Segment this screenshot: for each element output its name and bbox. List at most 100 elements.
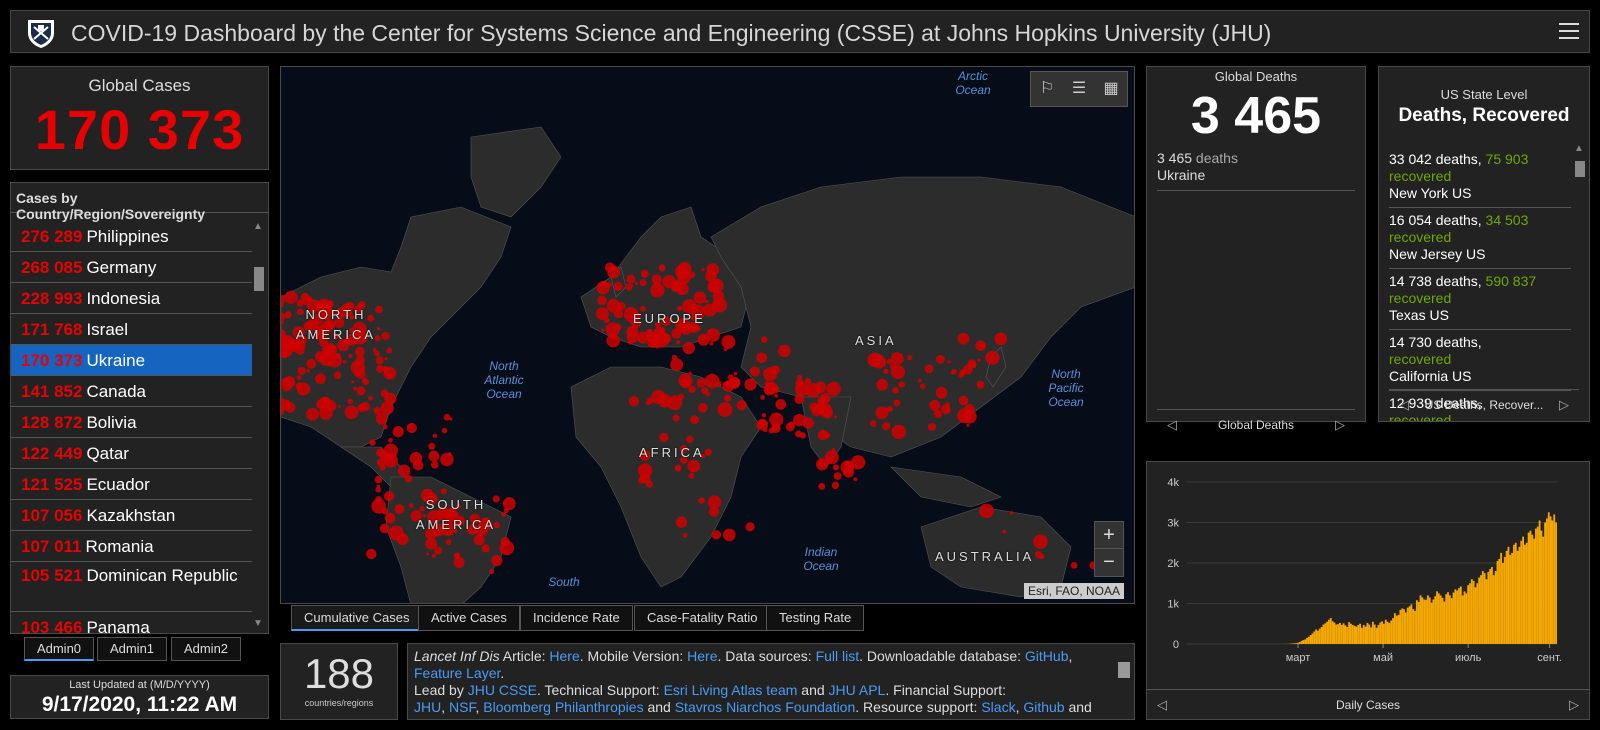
full-list-link[interactable]: Full list xyxy=(815,648,860,664)
case-dot[interactable] xyxy=(281,302,284,308)
daily-cases-bar[interactable] xyxy=(1432,599,1435,644)
case-dot[interactable] xyxy=(671,354,678,361)
case-dot[interactable] xyxy=(876,379,888,391)
daily-cases-bar[interactable] xyxy=(1384,619,1387,644)
daily-cases-bar[interactable] xyxy=(1428,597,1431,644)
us-state-row[interactable]: 33 042 deaths, 75 903 recovered New York U… xyxy=(1389,147,1571,208)
daily-cases-bar[interactable] xyxy=(1393,613,1396,644)
case-dot[interactable] xyxy=(698,403,708,413)
case-dot[interactable] xyxy=(367,314,375,322)
case-dot[interactable] xyxy=(373,406,382,415)
case-dot[interactable] xyxy=(634,281,639,285)
daily-cases-bar[interactable] xyxy=(1483,573,1486,644)
us-state-scrollbar[interactable]: ▲ xyxy=(1573,143,1587,381)
case-dot[interactable] xyxy=(469,513,480,524)
scroll-thumb[interactable] xyxy=(1575,161,1585,177)
case-dot[interactable] xyxy=(384,357,388,361)
case-dot[interactable] xyxy=(502,497,516,511)
case-dot[interactable] xyxy=(690,415,699,425)
case-dot[interactable] xyxy=(688,472,695,479)
case-dot[interactable] xyxy=(454,515,465,527)
chevron-left-icon[interactable]: ◁ xyxy=(1157,697,1167,712)
case-dot[interactable] xyxy=(379,451,389,461)
case-dot[interactable] xyxy=(851,455,866,470)
case-dot[interactable] xyxy=(958,372,965,378)
case-dot[interactable] xyxy=(492,495,500,503)
bloomberg-link[interactable]: Bloomberg Philanthropies xyxy=(483,699,644,715)
case-dot[interactable] xyxy=(623,306,639,322)
case-dot[interactable] xyxy=(441,521,456,536)
daily-cases-bar[interactable] xyxy=(1348,622,1351,644)
daily-cases-bar[interactable] xyxy=(1500,552,1503,644)
country-row[interactable]: 107 056 Kazakhstan xyxy=(11,500,252,531)
case-dot[interactable] xyxy=(723,347,728,352)
daily-cases-bar[interactable] xyxy=(1381,621,1383,644)
case-dot[interactable] xyxy=(793,413,806,427)
case-dot[interactable] xyxy=(661,316,671,326)
us-state-row[interactable]: 14 738 deaths, 590 837 recovered Texas US xyxy=(1389,269,1571,330)
case-dot[interactable] xyxy=(357,301,366,309)
case-dot[interactable] xyxy=(771,385,780,394)
github-resource-link[interactable]: Github xyxy=(1023,699,1065,715)
case-dot[interactable] xyxy=(827,457,833,463)
daily-cases-bar[interactable] xyxy=(1505,550,1508,644)
daily-cases-bar[interactable] xyxy=(1362,624,1365,644)
daily-cases-bar[interactable] xyxy=(1357,624,1360,644)
case-dot[interactable] xyxy=(704,373,720,389)
case-dot[interactable] xyxy=(428,442,436,450)
case-dot[interactable] xyxy=(503,507,509,514)
case-dot[interactable] xyxy=(883,368,889,374)
case-dot[interactable] xyxy=(597,295,607,306)
case-dot[interactable] xyxy=(958,395,969,406)
case-dot[interactable] xyxy=(284,290,298,304)
daily-cases-bar[interactable] xyxy=(1480,575,1482,644)
mobile-version-link[interactable]: Here xyxy=(687,648,718,664)
case-dot[interactable] xyxy=(282,334,287,339)
case-dot[interactable] xyxy=(675,516,688,528)
daily-cases-bar[interactable] xyxy=(1547,512,1550,644)
daily-cases-bar[interactable] xyxy=(1472,580,1475,644)
case-dot[interactable] xyxy=(369,439,376,446)
case-dot[interactable] xyxy=(1070,561,1078,569)
chevron-left-icon[interactable]: ◁ xyxy=(1399,397,1409,412)
case-dot[interactable] xyxy=(384,512,396,524)
daily-cases-bar[interactable] xyxy=(1544,522,1547,645)
case-dot[interactable] xyxy=(761,336,768,343)
daily-cases-bar[interactable] xyxy=(1298,642,1301,644)
case-dot[interactable] xyxy=(682,532,688,538)
case-dot[interactable] xyxy=(682,341,695,355)
daily-cases-bar[interactable] xyxy=(1507,546,1510,644)
case-dot[interactable] xyxy=(929,400,941,411)
daily-cases-bar[interactable] xyxy=(1395,615,1398,644)
case-dot[interactable] xyxy=(687,323,693,330)
scroll-up-icon[interactable]: ▲ xyxy=(1574,143,1584,154)
daily-cases-bar[interactable] xyxy=(1434,596,1437,644)
daily-cases-bar[interactable] xyxy=(1520,540,1523,644)
daily-cases-bar[interactable] xyxy=(1331,621,1334,644)
case-dot[interactable] xyxy=(933,409,942,419)
daily-cases-bar[interactable] xyxy=(1509,554,1512,644)
daily-cases-bar[interactable] xyxy=(1401,608,1404,644)
case-dot[interactable] xyxy=(466,523,478,535)
daily-cases-bar[interactable] xyxy=(1351,624,1354,644)
country-list-scrollbar[interactable]: ▲ ▼ xyxy=(252,221,266,629)
daily-cases-bar[interactable] xyxy=(1392,618,1394,644)
case-dot[interactable] xyxy=(654,321,662,329)
case-dot[interactable] xyxy=(372,347,377,352)
daily-cases-bar[interactable] xyxy=(1306,637,1308,644)
daily-cases-bar[interactable] xyxy=(1315,629,1318,644)
case-dot[interactable] xyxy=(647,338,658,349)
case-dot[interactable] xyxy=(284,402,296,413)
daily-cases-bar[interactable] xyxy=(1514,542,1517,644)
daily-cases-bar[interactable] xyxy=(1445,594,1448,644)
case-dot[interactable] xyxy=(324,398,329,404)
daily-cases-bar[interactable] xyxy=(1448,595,1451,644)
daily-cases-bar[interactable] xyxy=(1426,595,1429,644)
daily-cases-bar[interactable] xyxy=(1417,601,1420,644)
case-dot[interactable] xyxy=(691,467,697,473)
zoom-in-button[interactable]: + xyxy=(1095,522,1123,549)
niarchos-link[interactable]: Stavros Niarchos Foundation xyxy=(674,699,856,715)
case-dot[interactable] xyxy=(281,335,296,350)
case-dot[interactable] xyxy=(707,495,722,509)
case-dot[interactable] xyxy=(300,292,310,302)
